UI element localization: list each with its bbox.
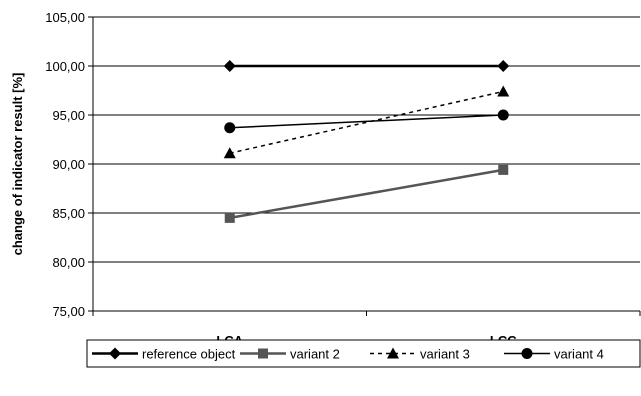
- data-point: [224, 212, 235, 223]
- legend-item: variant 2: [240, 347, 340, 362]
- data-point: [223, 147, 236, 159]
- legend-label: variant 2: [290, 347, 340, 362]
- legend-marker: [521, 348, 533, 359]
- data-point: [497, 85, 510, 97]
- data-point: [498, 164, 509, 175]
- data-point: [223, 60, 236, 72]
- gridlines: [93, 16, 640, 312]
- series-line: [229, 90, 504, 154]
- series-line: [229, 114, 504, 129]
- data-point: [497, 60, 510, 72]
- y-tick-label: 100,00: [45, 59, 85, 74]
- legend-item: variant 4: [504, 347, 604, 362]
- legend-item: variant 3: [370, 347, 470, 362]
- data-point: [497, 109, 509, 121]
- y-tick-label: 95,00: [52, 108, 85, 123]
- legend: reference object variant 2 variant 3 varian…: [86, 339, 641, 368]
- y-tick-label: 75,00: [52, 304, 85, 319]
- legend-marker: [258, 348, 268, 359]
- legend-label: reference object: [142, 347, 236, 362]
- series-line: [229, 168, 504, 220]
- legend-item: reference object: [92, 347, 236, 362]
- data-point: [224, 122, 236, 134]
- y-tick-label: 105,00: [45, 10, 85, 25]
- series-variant-2: [224, 164, 509, 223]
- y-tick-label: 85,00: [52, 206, 85, 221]
- series-variant-3: [223, 85, 510, 159]
- legend-label: variant 4: [554, 347, 604, 362]
- series-reference-object: [223, 60, 510, 72]
- y-axis-label: change of indicator result [%]: [10, 73, 25, 256]
- legend-marker: [387, 347, 399, 359]
- legend-marker: [109, 347, 121, 360]
- legend-label: variant 3: [420, 347, 470, 362]
- y-axis-ticks: 75,00 80,00 85,00 90,00 95,00 100,00 105,00: [45, 10, 93, 319]
- series-variant-4: [224, 109, 509, 134]
- series-layer: [223, 60, 510, 223]
- y-tick-label: 90,00: [52, 157, 85, 172]
- y-tick-label: 80,00: [52, 255, 85, 270]
